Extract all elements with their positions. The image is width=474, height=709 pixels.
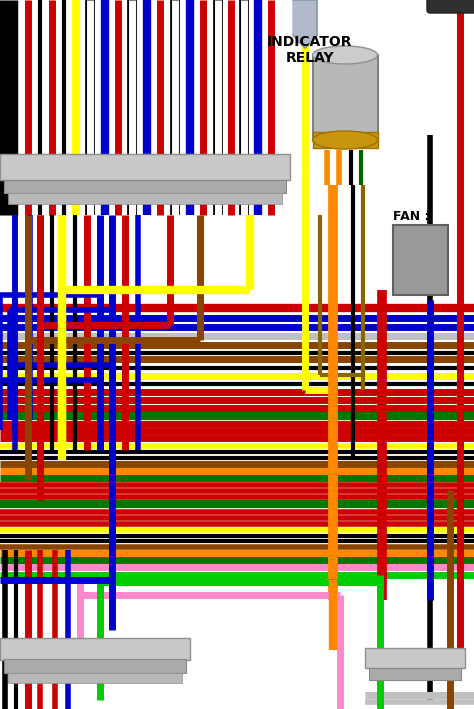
Bar — [0, 154, 290, 180]
Bar — [4, 659, 186, 673]
FancyBboxPatch shape — [427, 0, 474, 13]
Ellipse shape — [312, 131, 377, 149]
Bar — [369, 668, 461, 680]
Bar — [0, 638, 190, 660]
Bar — [365, 648, 465, 668]
Ellipse shape — [312, 46, 377, 64]
Bar — [313, 55, 378, 140]
Text: INDICATOR
RELAY: INDICATOR RELAY — [267, 35, 353, 65]
Bar — [4, 180, 286, 193]
Bar — [8, 673, 182, 683]
Text: FAN :: FAN : — [393, 210, 429, 223]
Bar — [8, 193, 282, 204]
Polygon shape — [293, 0, 317, 48]
Bar — [393, 225, 448, 295]
Bar — [313, 132, 378, 148]
